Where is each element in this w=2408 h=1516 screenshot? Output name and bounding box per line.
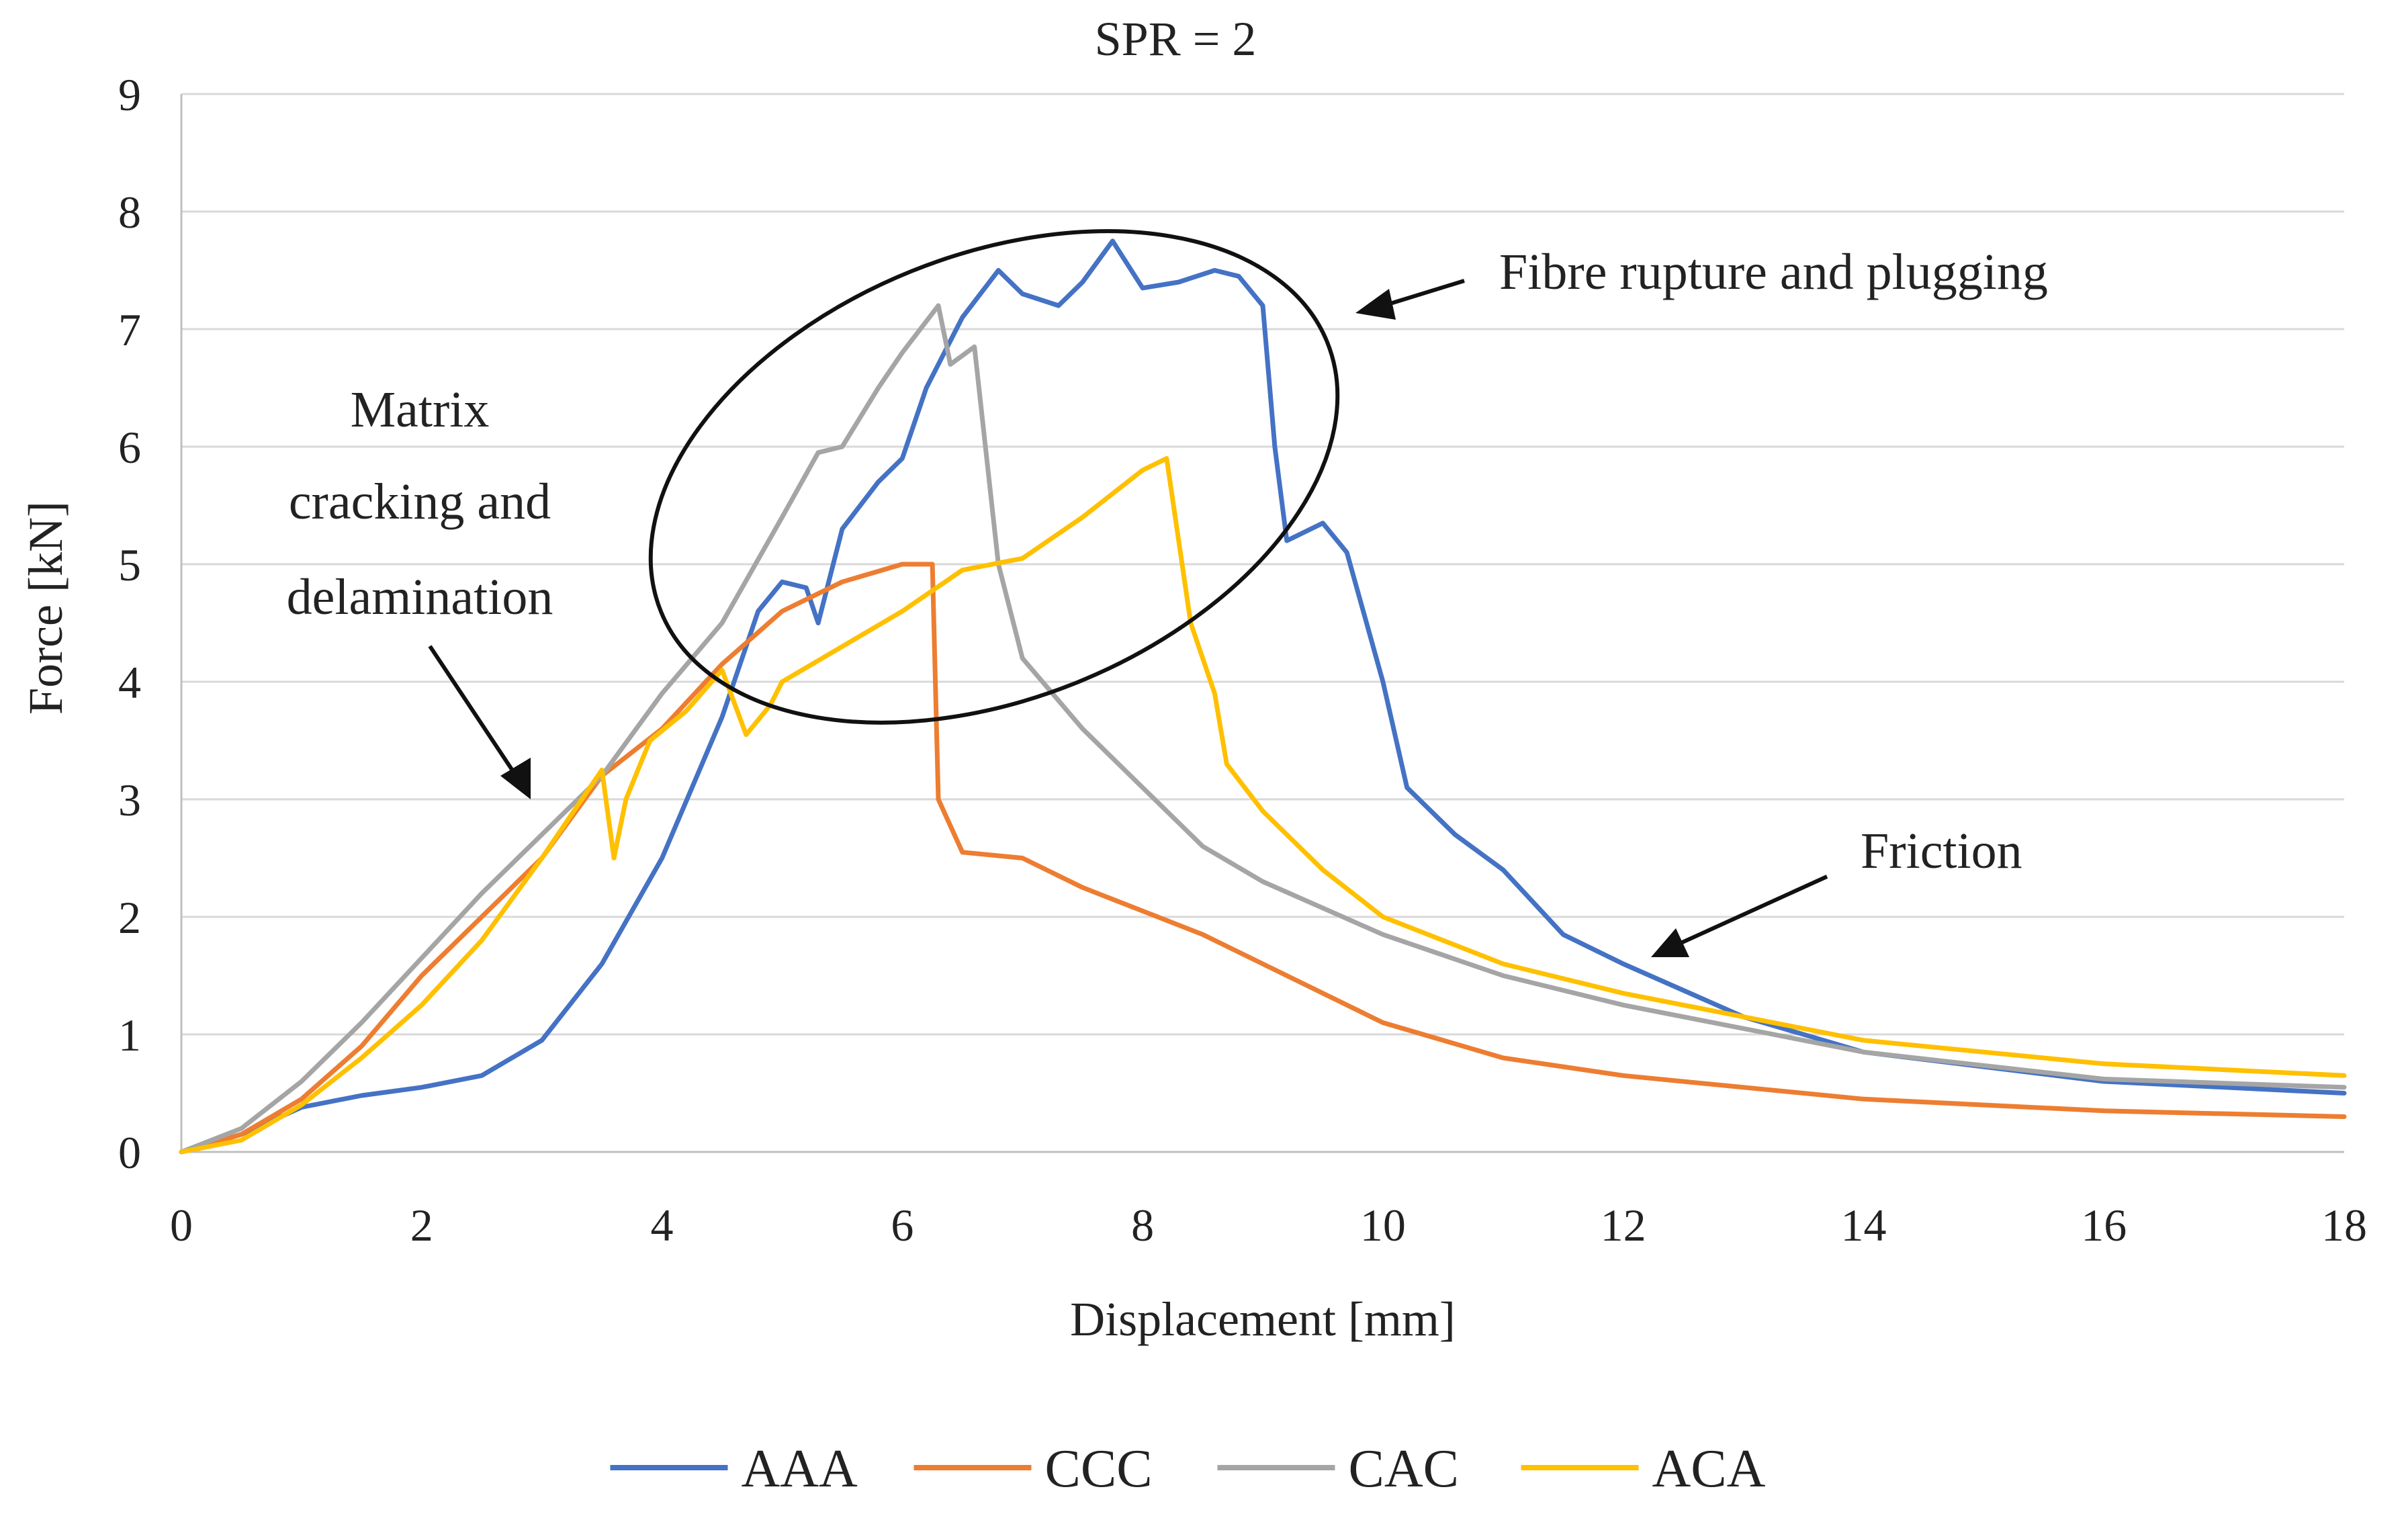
annotation-fibre-arrow <box>1383 279 1465 308</box>
x-tick-label: 14 <box>1840 1200 1886 1251</box>
annotation-fibre-text: Fibre rupture and plugging <box>1499 244 2048 300</box>
y-tick-label: 3 <box>118 774 141 826</box>
x-tick-label: 0 <box>170 1200 193 1251</box>
y-tick-label: 4 <box>118 657 141 708</box>
y-tick-label: 1 <box>118 1010 141 1061</box>
series-line-ccc <box>179 562 2347 1155</box>
legend-item-aca: ACA <box>1521 1439 1766 1499</box>
x-tick-label: 8 <box>1131 1200 1154 1251</box>
legend-label-aaa: AAA <box>742 1439 858 1499</box>
annotation-friction-arrow <box>1678 875 1828 946</box>
y-tick-label: 9 <box>118 69 141 120</box>
x-tick-label: 2 <box>410 1200 433 1251</box>
x-tick-label: 18 <box>2321 1200 2367 1251</box>
y-axis-title: Force [kN] <box>19 501 73 715</box>
chart-title: SPR = 2 <box>1095 12 1257 66</box>
annotation-matrix-line-3: delamination <box>287 569 553 625</box>
annotation-fibre-rupture: Fibre rupture and plugging <box>648 229 2048 725</box>
legend-item-aaa: AAA <box>610 1439 858 1499</box>
x-tick-label: 4 <box>651 1200 674 1251</box>
annotation-ellipse <box>648 229 1340 725</box>
y-tick-label: 5 <box>118 539 141 590</box>
annotation-friction-arrowhead <box>1651 928 1689 957</box>
annotation-fibre-arrowhead <box>1355 289 1396 320</box>
annotation-friction: Friction <box>1651 823 2022 957</box>
y-tick-label: 6 <box>118 422 141 473</box>
annotation-matrix-cracking: Matrix cracking and delamination <box>287 382 553 799</box>
legend-label-ccc: CCC <box>1045 1439 1153 1499</box>
series-line-cac <box>179 303 2347 1155</box>
x-tick-label: 12 <box>1601 1200 1646 1251</box>
annotation-matrix-arrow <box>428 645 516 774</box>
annotation-friction-text: Friction <box>1861 823 2022 879</box>
annotation-matrix-arrowhead <box>500 758 531 799</box>
y-tick-label: 7 <box>118 304 141 355</box>
y-tick-label: 0 <box>118 1127 141 1178</box>
x-tick-label: 6 <box>891 1200 913 1251</box>
x-axis-title: Displacement [mm] <box>1070 1292 1456 1346</box>
series-lines <box>179 238 2347 1155</box>
legend-label-cac: CAC <box>1349 1439 1460 1499</box>
series-line-aaa <box>179 238 2347 1155</box>
legend-item-cac: CAC <box>1217 1439 1460 1499</box>
annotation-matrix-line-2: cracking and <box>289 474 551 530</box>
y-tick-label: 8 <box>118 187 141 238</box>
legend-label-aca: ACA <box>1652 1439 1766 1499</box>
x-tick-label: 16 <box>2081 1200 2127 1251</box>
legend: AAA CCC CAC ACA <box>610 1439 1766 1499</box>
legend-item-ccc: CCC <box>913 1439 1153 1499</box>
series-line-aca <box>179 456 2347 1155</box>
x-tick-label: 10 <box>1360 1200 1406 1251</box>
gridlines <box>181 93 2344 1036</box>
y-tick-label: 2 <box>118 892 141 943</box>
annotation-matrix-line-1: Matrix <box>351 382 490 438</box>
